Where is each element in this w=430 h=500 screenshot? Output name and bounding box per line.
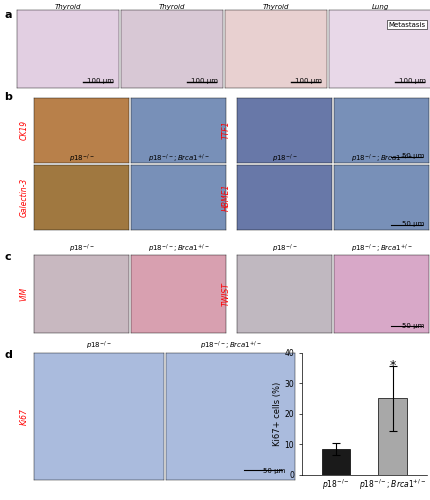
Text: VIM: VIM <box>19 286 28 301</box>
Title: $p18^{-/-};Brca1^{+/-}$ (a)
Thyroid: $p18^{-/-};Brca1^{+/-}$ (a) Thyroid <box>135 0 209 10</box>
Text: 100 μm: 100 μm <box>190 78 218 84</box>
Text: 50 μm: 50 μm <box>262 468 284 473</box>
Title: $p18^{-/-}$: $p18^{-/-}$ <box>69 152 95 165</box>
Text: c: c <box>4 252 11 262</box>
Title: $p18^{-/-};Brca1^{+/-}$ (b)
Lung: $p18^{-/-};Brca1^{+/-}$ (b) Lung <box>342 0 417 10</box>
Text: d: d <box>4 350 12 360</box>
Text: 100 μm: 100 μm <box>294 78 321 84</box>
Y-axis label: Ki67+ cells (%): Ki67+ cells (%) <box>272 382 281 446</box>
Text: CK19: CK19 <box>19 120 28 140</box>
Text: Galectin-3: Galectin-3 <box>19 178 28 217</box>
Text: HBME1: HBME1 <box>221 184 230 211</box>
Title: $p18^{-/-};Brca1^{+/-}$: $p18^{-/-};Brca1^{+/-}$ <box>147 152 209 165</box>
Text: b: b <box>4 92 12 102</box>
Text: a: a <box>4 10 12 20</box>
Title: $p18^{-/-};Brca1^{+/-}$: $p18^{-/-};Brca1^{+/-}$ <box>199 340 261 352</box>
Title: $p18^{-/-}$: $p18^{-/-}$ <box>271 152 297 165</box>
Text: TTF1: TTF1 <box>221 120 230 139</box>
Title: $p18^{-/-}$
Thyroid: $p18^{-/-}$ Thyroid <box>55 0 81 10</box>
Bar <box>378 398 406 475</box>
Title: $p18^{-/-};Brca1^{+/-}$: $p18^{-/-};Brca1^{+/-}$ <box>350 242 412 255</box>
Title: $p18^{-/-};Brca1^{+/-}$ (b)
Thyroid: $p18^{-/-};Brca1^{+/-}$ (b) Thyroid <box>238 0 313 10</box>
Text: 50 μm: 50 μm <box>401 221 423 227</box>
Text: 100 μm: 100 μm <box>398 78 425 84</box>
Bar <box>321 449 349 475</box>
Text: Metastasis: Metastasis <box>388 22 425 28</box>
Text: TWIST: TWIST <box>221 282 230 306</box>
Title: $p18^{-/-}$: $p18^{-/-}$ <box>69 242 95 255</box>
Title: $p18^{-/-};Brca1^{+/-}$: $p18^{-/-};Brca1^{+/-}$ <box>350 152 412 165</box>
Title: $p18^{-/-}$: $p18^{-/-}$ <box>86 340 112 352</box>
Text: 100 μm: 100 μm <box>87 78 114 84</box>
Title: $p18^{-/-};Brca1^{+/-}$: $p18^{-/-};Brca1^{+/-}$ <box>147 242 209 255</box>
Text: Ki67: Ki67 <box>19 408 28 424</box>
Title: $p18^{-/-}$: $p18^{-/-}$ <box>271 242 297 255</box>
Text: 50 μm: 50 μm <box>401 322 423 328</box>
Text: *: * <box>389 358 395 372</box>
Text: 50 μm: 50 μm <box>401 153 423 159</box>
